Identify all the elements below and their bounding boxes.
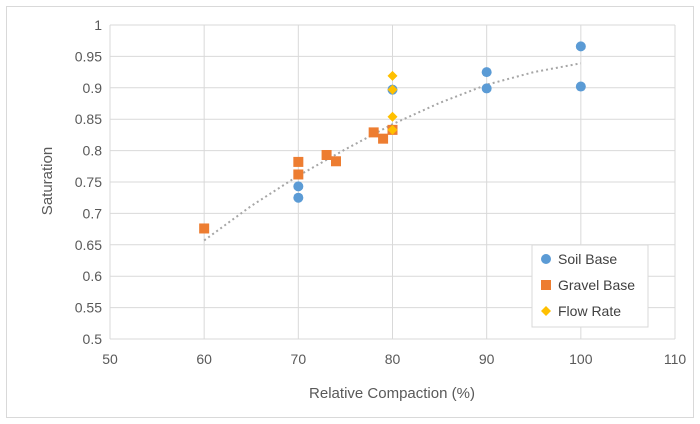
soil-base-point bbox=[575, 81, 586, 92]
y-tick-label: 0.7 bbox=[83, 205, 103, 221]
y-tick-label: 0.8 bbox=[83, 143, 103, 159]
flow-rate-point bbox=[387, 124, 398, 135]
gravel-base-point bbox=[293, 169, 304, 180]
y-tick-label: 0.5 bbox=[83, 331, 103, 347]
gravel-base-point bbox=[331, 156, 341, 167]
x-tick-label: 110 bbox=[664, 351, 687, 367]
flow-rate-point bbox=[387, 70, 398, 81]
x-tick-label: 50 bbox=[102, 351, 118, 367]
soil-base-point bbox=[293, 181, 304, 192]
gravel-base-point bbox=[321, 149, 332, 160]
y-tick-label: 0.9 bbox=[83, 80, 103, 96]
y-tick-label: 1 bbox=[94, 17, 102, 33]
soil-base-point bbox=[481, 67, 492, 78]
flow-rate-point bbox=[387, 84, 398, 95]
soil-base-point bbox=[575, 41, 586, 52]
y-tick-label: 0.75 bbox=[75, 174, 102, 190]
x-tick-label: 100 bbox=[569, 351, 593, 367]
x-tick-label: 80 bbox=[385, 351, 401, 367]
legend-box bbox=[531, 244, 649, 328]
legend-marker bbox=[541, 306, 551, 316]
soil-base-point bbox=[293, 192, 304, 203]
y-tick-label: 0.6 bbox=[83, 268, 103, 284]
y-axis-ticks: 0.5 0.55 0.6 0.65 0.7 0.75 0.8 0.85 0.9 0.95 1 bbox=[75, 17, 102, 347]
legend: Soil Base Gravel Base Flow Rate bbox=[531, 244, 649, 328]
chart-area bbox=[6, 6, 694, 418]
gravel-base-point bbox=[378, 133, 389, 144]
trendline bbox=[203, 62, 581, 242]
legend-label: Flow Rate bbox=[558, 303, 621, 319]
y-axis-title: Saturation bbox=[39, 147, 56, 215]
gravel-base-point bbox=[293, 156, 304, 167]
legend-marker bbox=[541, 280, 551, 290]
x-axis-title: Relative Compaction (%) bbox=[309, 385, 475, 402]
trendline-group bbox=[203, 62, 581, 242]
flow-rate-point bbox=[387, 111, 398, 122]
y-tick-label: 0.55 bbox=[75, 300, 102, 316]
y-tick-label: 0.85 bbox=[75, 111, 102, 127]
x-tick-label: 90 bbox=[479, 351, 495, 367]
x-axis-ticks: 50 60 70 80 90 100 110 bbox=[102, 351, 686, 367]
legend-label: Gravel Base bbox=[558, 277, 635, 293]
data-points bbox=[199, 41, 586, 234]
x-tick-label: 70 bbox=[291, 351, 307, 367]
gravel-base-point bbox=[368, 127, 379, 138]
legend-label: Soil Base bbox=[558, 251, 617, 267]
soil-base-point bbox=[481, 83, 492, 94]
legend-marker bbox=[541, 254, 551, 264]
x-tick-label: 60 bbox=[196, 351, 212, 367]
y-tick-label: 0.95 bbox=[75, 48, 102, 64]
gravel-base-point bbox=[199, 223, 210, 234]
y-tick-label: 0.65 bbox=[75, 237, 102, 253]
